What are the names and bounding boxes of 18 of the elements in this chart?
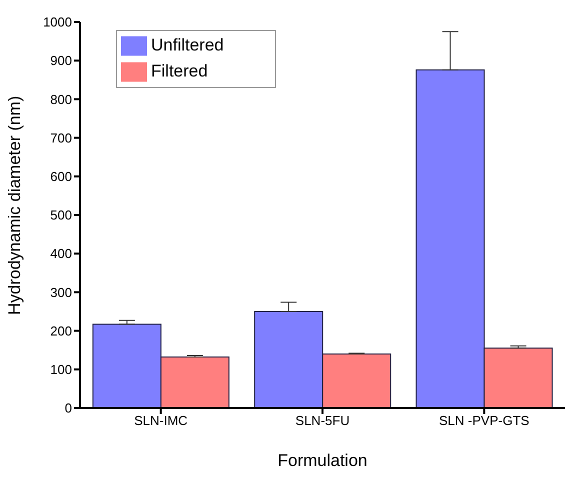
y-tick-label: 100	[50, 362, 72, 378]
y-tick-label: 0	[64, 400, 72, 416]
y-tick-label: 800	[50, 92, 72, 107]
x-tick-label: SLN-IMC	[134, 413, 188, 428]
y-axis-title: Hydrodynamic diameter (nm)	[5, 96, 24, 315]
y-tick-label: 600	[50, 169, 72, 184]
legend-label: Filtered	[151, 61, 208, 80]
y-tick-label: 1000	[43, 14, 72, 30]
y-tick-label: 200	[50, 323, 72, 338]
y-tick-label: 300	[50, 284, 72, 300]
y-tick-label: 400	[50, 246, 72, 262]
x-tick-label: SLN-5FU	[295, 413, 350, 428]
y-tick-label: 500	[50, 208, 72, 223]
y-tick-label: 900	[50, 53, 72, 68]
x-axis-title: Formulation	[278, 451, 368, 470]
legend-label: Unfiltered	[151, 35, 224, 54]
x-tick-label: SLN -PVP-GTS	[439, 413, 530, 428]
y-tick-label: 700	[50, 130, 72, 146]
